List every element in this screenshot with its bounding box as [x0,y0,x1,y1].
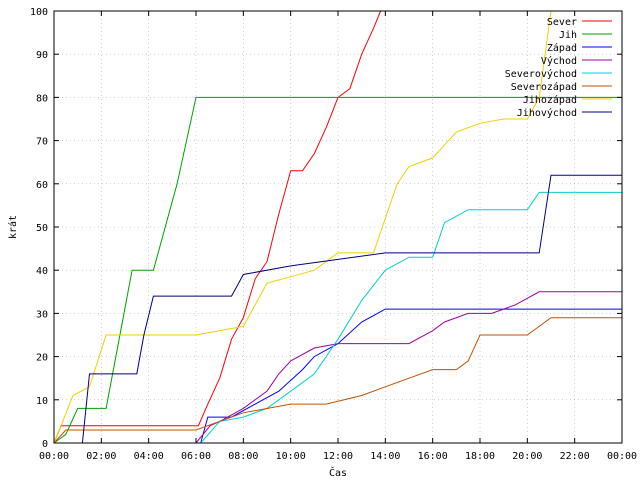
series-line-5 [54,191,622,444]
legend-label: Sever [547,17,577,28]
series-line-7 [53,10,552,444]
x-tick-label: 22:00 [560,451,590,462]
series-line-8 [54,174,622,444]
y-tick-label: 20 [36,353,48,364]
x-tick-label: 02:00 [86,451,116,462]
y-tick-label: 30 [36,309,48,320]
x-tick-label: 14:00 [370,451,400,462]
legend-label: Jihozápad [523,94,577,106]
y-tick-label: 0 [42,439,48,450]
y-tick-label: 90 [36,50,48,61]
legend-label: Jih [559,30,577,41]
series-layer [53,10,622,444]
x-tick-label: 08:00 [228,451,258,462]
x-tick-label: 20:00 [512,451,542,462]
legend-label: Západ [547,42,577,54]
x-axis-label: Čas [329,466,347,479]
y-tick-label: 70 [36,137,48,148]
x-tick-label: 16:00 [418,451,448,462]
ticks-layer: 0 10 20 30 40 50 60 70 80 90 100 00:00 02:00 04:00 06:… [30,7,637,462]
x-tick-label: 06:00 [181,451,211,462]
y-tick-label: 40 [36,266,48,277]
y-tick-label: 50 [36,223,48,234]
series-line-6 [53,317,622,444]
y-tick-label: 80 [36,93,48,104]
series-line-1 [53,10,382,444]
x-tick-label: 04:00 [134,451,164,462]
y-tick-label: 10 [36,396,48,407]
y-tick-label: 60 [36,180,48,191]
x-tick-label: 00:00 [607,451,637,462]
x-tick-label: 12:00 [323,451,353,462]
legend: Sever JihZápadVýchodSeverovýchodSeverozáp… [505,17,612,119]
series-line-2 [53,96,622,444]
series-line-4 [54,291,622,444]
legend-label: Severovýchod [505,68,577,80]
legend-label: Severozápad [511,81,577,93]
series-line-3 [54,308,622,444]
x-tick-label: 10:00 [276,451,306,462]
legend-label: Jihovýchod [517,107,577,119]
y-axis-label: krát [7,215,19,239]
legend-label: Východ [541,55,577,67]
y-tick-label: 100 [30,7,48,18]
x-tick-label: 18:00 [465,451,495,462]
x-tick-label: 00:00 [39,451,69,462]
